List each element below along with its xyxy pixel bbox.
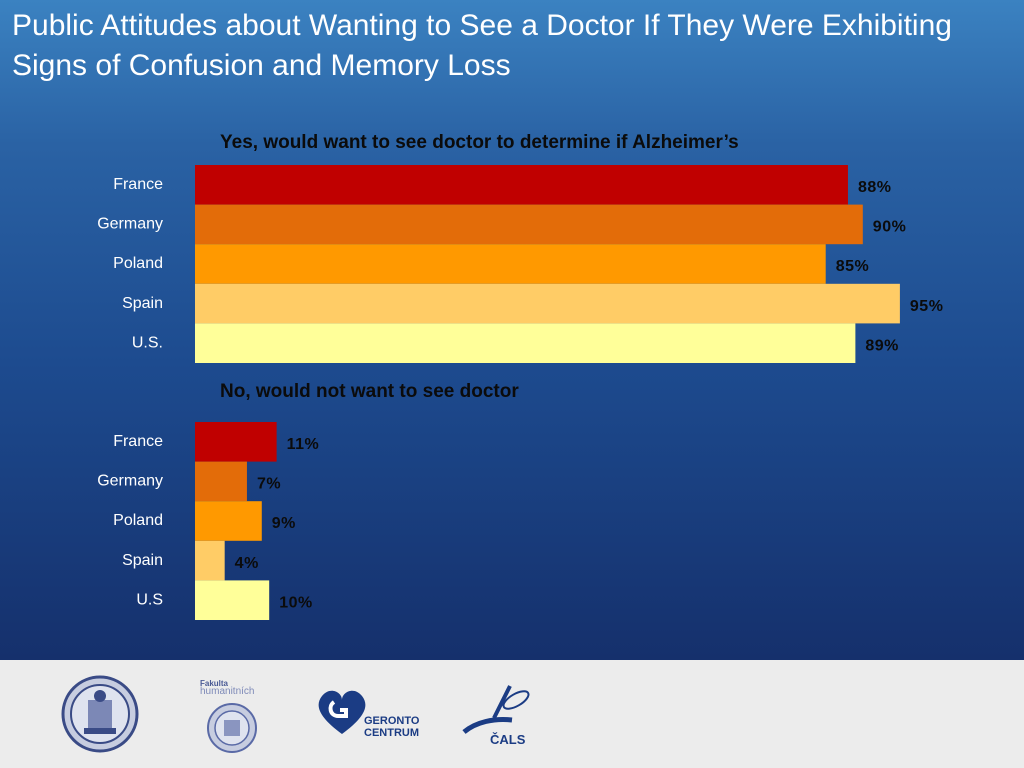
value-label-no-germany: 7%: [257, 476, 281, 493]
category-label-no-germany: Germany: [97, 473, 163, 490]
bar-yes-spain: [195, 283, 900, 324]
fhs-seal-icon: Fakulta humanitních: [200, 679, 257, 753]
value-label-no-france: 11%: [287, 436, 320, 453]
category-label-yes-spain: Spain: [122, 295, 163, 312]
category-label-yes-france: France: [113, 176, 163, 193]
bar-no-poland: [195, 501, 262, 541]
bar-no-germany: [195, 461, 247, 502]
category-label-yes-germany: Germany: [97, 216, 163, 233]
slide-background: Public Attitudes about Wanting to See a …: [0, 0, 1024, 660]
footer-logos: Fakulta humanitních GERONTO CENTRUM ČALS: [0, 660, 1024, 768]
charles-university-seal-icon: [61, 675, 139, 753]
category-label-no-poland: Poland: [113, 512, 163, 529]
cals-logo-icon: ČALS: [462, 685, 530, 747]
bar-no-us: [195, 580, 270, 620]
value-label-yes-us: 89%: [865, 337, 899, 354]
gerontocentrum-logo-icon: GERONTO CENTRUM: [318, 690, 420, 739]
value-label-yes-germany: 90%: [873, 219, 907, 236]
svg-text:ČALS: ČALS: [490, 732, 526, 747]
bar-charts: Yes, would want to see doctor to determi…: [97, 132, 943, 620]
value-label-no-spain: 4%: [235, 555, 259, 572]
value-label-no-poland: 9%: [272, 515, 296, 532]
chart-title-yes: Yes, would want to see doctor to determi…: [220, 132, 739, 153]
category-label-no-us: U.S: [136, 591, 163, 608]
category-label-yes-poland: Poland: [113, 255, 163, 272]
svg-text:humanitních: humanitních: [200, 686, 254, 697]
chart-yes: Yes, would want to see doctor to determi…: [97, 132, 943, 363]
value-label-yes-poland: 85%: [836, 258, 870, 275]
svg-text:Fakulta: Fakulta: [200, 679, 229, 688]
category-label-no-france: France: [113, 433, 163, 450]
category-label-yes-us: U.S.: [132, 334, 163, 351]
chart-title-no: No, would not want to see doctor: [220, 381, 519, 402]
value-label-yes-france: 88%: [858, 179, 892, 196]
bar-yes-us: [195, 323, 856, 363]
chart-no: No, would not want to see doctor France 1…: [97, 381, 519, 620]
bar-yes-france: [195, 165, 848, 205]
value-label-no-us: 10%: [279, 594, 313, 611]
svg-text:GERONTO: GERONTO: [364, 715, 420, 727]
category-label-no-spain: Spain: [122, 552, 163, 569]
bar-no-spain: [195, 540, 225, 581]
page-title: Public Attitudes about Wanting to See a …: [12, 9, 952, 82]
fhs-logo: Fakulta humanitních: [198, 676, 278, 761]
bar-no-france: [195, 422, 277, 462]
svg-text:CENTRUM: CENTRUM: [364, 727, 419, 739]
value-label-yes-spain: 95%: [910, 298, 944, 315]
bar-yes-germany: [195, 204, 863, 245]
bar-yes-poland: [195, 244, 826, 284]
